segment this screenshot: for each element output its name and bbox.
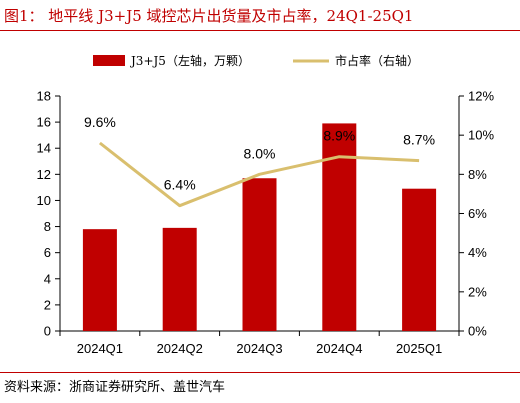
share-data-label: 8.9% — [323, 128, 355, 144]
y-left-tick-label: 0 — [44, 324, 51, 339]
y-right-tick-label: 10% — [468, 128, 494, 143]
x-tick-label: 2024Q4 — [316, 341, 362, 356]
title-rule — [0, 30, 520, 31]
x-tick-label: 2024Q3 — [236, 341, 282, 356]
y-right-tick-label: 0% — [468, 324, 487, 339]
share-data-label: 8.7% — [403, 132, 435, 148]
x-tick-label: 2025Q1 — [396, 341, 442, 356]
y-left-tick-label: 8 — [44, 219, 51, 234]
y-left-tick-label: 16 — [37, 115, 51, 130]
bar — [322, 123, 357, 332]
y-left-tick-label: 12 — [37, 167, 51, 182]
y-right-tick-label: 4% — [468, 245, 487, 260]
y-left-tick-label: 6 — [44, 245, 51, 260]
y-right-tick-label: 2% — [468, 284, 487, 299]
axes: 0 2 4 6 8 10 12 14 16 18 0% 2% 4% 6% 8% 10% 12% 2024Q1 202… — [37, 89, 495, 357]
share-data-label: 9.6% — [84, 114, 116, 130]
y-left-tick-label: 4 — [44, 271, 51, 286]
y-left-tick-label: 18 — [37, 89, 51, 104]
share-data-label: 6.4% — [164, 177, 196, 193]
y-left-tick-label: 14 — [37, 141, 51, 156]
source-rule — [0, 372, 520, 373]
bar — [82, 229, 117, 331]
x-tick-label: 2024Q2 — [157, 341, 203, 356]
bar — [242, 178, 277, 331]
y-right-tick-label: 8% — [468, 167, 487, 182]
y-left-tick-label: 2 — [44, 297, 51, 312]
figure-title: 图1： 地平线 J3+J5 域控芯片出货量及市占率，24Q1-25Q1 — [4, 7, 414, 25]
share-line-path — [98, 141, 420, 208]
y-right-tick-label: 12% — [468, 89, 494, 104]
legend-bar-label: J3+J5（左轴，万颗） — [129, 53, 250, 68]
y-left-tick-label: 10 — [37, 193, 51, 208]
share-data-label: 8.0% — [244, 145, 276, 161]
bar — [162, 227, 197, 331]
legend-line-label: 市占率（右轴） — [335, 53, 419, 68]
share-line — [98, 141, 420, 208]
legend-bar-swatch — [93, 55, 125, 66]
figure-source: 资料来源：浙商证券研究所、盖世汽车 — [4, 380, 226, 395]
x-tick-label: 2024Q1 — [77, 341, 123, 356]
y-right-tick-label: 6% — [468, 206, 487, 221]
bar — [402, 188, 437, 331]
legend: J3+J5（左轴，万颗） 市占率（右轴） — [93, 53, 419, 68]
data-labels: 9.6% 6.4% 8.0% 8.9% 8.7% — [84, 114, 435, 193]
